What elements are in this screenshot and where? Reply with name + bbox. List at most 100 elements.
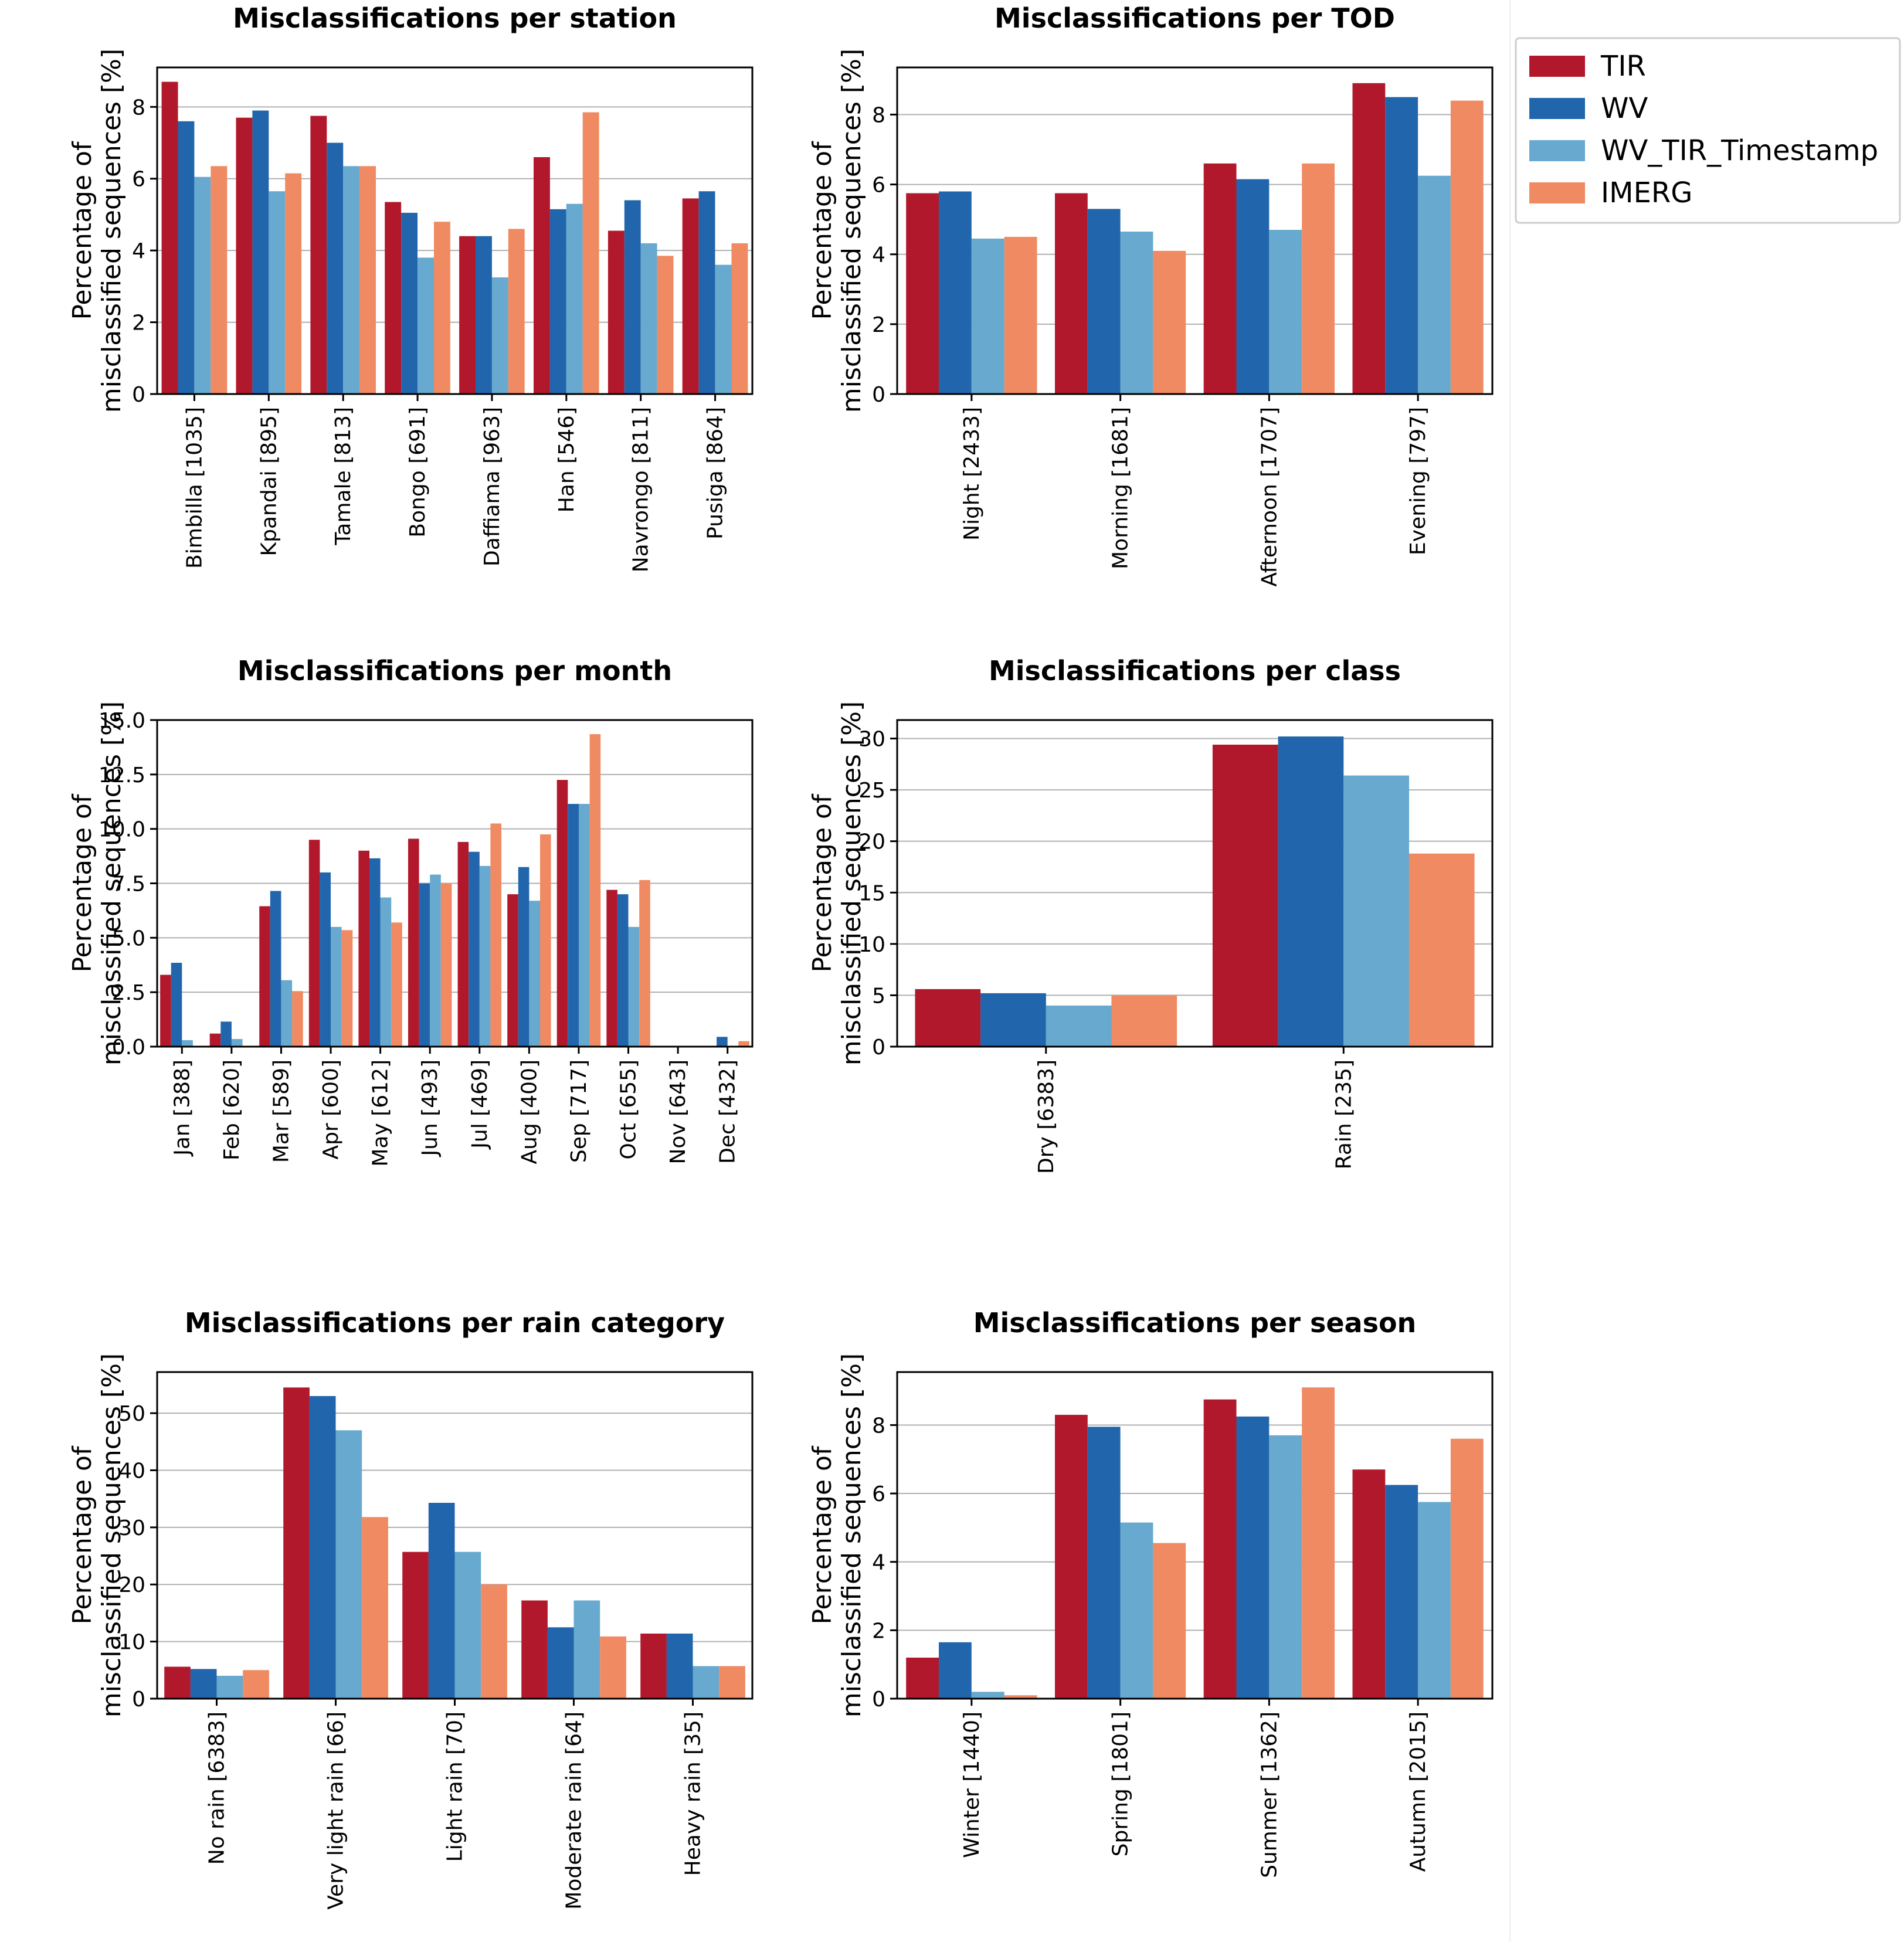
bar-wv-jan xyxy=(171,963,182,1047)
bar-imerg-aug xyxy=(540,834,551,1047)
bar-imerg-pusiga xyxy=(731,243,748,394)
bar-tir-spring xyxy=(1055,1414,1088,1699)
x-tick-label-very-light-rain: Very light rain [66] xyxy=(324,1712,348,1910)
bar-wv-aug xyxy=(518,867,530,1047)
bar-imerg-bongo xyxy=(434,222,450,394)
bar-wv-bongo xyxy=(401,212,418,394)
bar-wv-tir-timestamp-rain xyxy=(1343,775,1409,1047)
chart-title: Misclassifications per station xyxy=(233,2,677,34)
bar-imerg-heavy-rain xyxy=(719,1666,745,1699)
x-tick-label-bimbilla: Bimbilla [1035] xyxy=(182,407,206,569)
y-axis-label: Percentage ofmisclassified sequences [%] xyxy=(67,49,127,413)
bar-wv-tir-timestamp-moderate-rain xyxy=(573,1600,600,1699)
bar-tir-afternoon xyxy=(1203,163,1237,394)
x-tick-label-oct: Oct [655] xyxy=(617,1060,641,1160)
bar-wv-sep xyxy=(568,804,579,1047)
bar-imerg-very-light-rain xyxy=(362,1517,388,1699)
bar-tir-winter xyxy=(906,1658,939,1699)
x-tick-label-spring: Spring [1801] xyxy=(1109,1712,1133,1856)
bar-wv-tir-timestamp-may xyxy=(380,897,392,1047)
legend-swatch-wv-tir-timestamp xyxy=(1529,140,1585,161)
bar-imerg-daffiama xyxy=(508,229,525,394)
bar-wv-mar xyxy=(270,891,281,1047)
bar-tir-light-rain xyxy=(402,1551,429,1699)
y-tick-label: 25 xyxy=(858,779,885,803)
bar-tir-han xyxy=(534,157,550,394)
bar-wv-tir-timestamp-pusiga xyxy=(715,264,732,394)
y-tick-label: 15 xyxy=(858,881,885,905)
x-tick-label-apr: Apr [600] xyxy=(319,1060,343,1160)
bar-imerg-navrongo xyxy=(657,256,674,394)
bar-imerg-jul xyxy=(490,823,501,1047)
y-tick-label: 5 xyxy=(872,984,885,1008)
bar-imerg-winter xyxy=(1004,1695,1037,1699)
bar-wv-night xyxy=(939,191,972,394)
bar-wv-han xyxy=(549,209,566,394)
bar-wv-moderate-rain xyxy=(547,1627,574,1699)
bar-wv-tir-timestamp-jun xyxy=(430,874,441,1047)
bar-wv-apr xyxy=(320,872,331,1047)
bar-wv-tir-timestamp-dry xyxy=(1046,1005,1112,1047)
bar-tir-moderate-rain xyxy=(521,1600,548,1699)
y-tick-label: 6 xyxy=(872,1482,885,1506)
bar-wv-heavy-rain xyxy=(666,1634,693,1699)
y-tick-label: 8 xyxy=(872,103,885,127)
bar-imerg-may xyxy=(391,922,402,1047)
bar-imerg-afternoon xyxy=(1302,163,1335,394)
legend-swatch-tir xyxy=(1529,56,1585,77)
bar-tir-feb xyxy=(209,1033,221,1047)
bar-wv-tir-timestamp-kpandai xyxy=(269,191,286,394)
bar-wv-afternoon xyxy=(1236,179,1270,394)
bar-wv-pusiga xyxy=(698,191,715,394)
bar-imerg-evening xyxy=(1450,100,1484,394)
bar-wv-daffiama xyxy=(476,236,492,394)
plot-frame xyxy=(896,1371,1494,1700)
y-tick-label: 0 xyxy=(132,1688,145,1712)
bar-imerg-han xyxy=(582,112,599,394)
bar-imerg-no-rain xyxy=(243,1670,269,1699)
bar-imerg-jun xyxy=(440,883,452,1047)
bar-tir-jun xyxy=(408,838,419,1047)
x-tick-label-may: May [612] xyxy=(369,1060,393,1167)
bar-tir-dry xyxy=(915,989,981,1047)
y-tick-label: 2 xyxy=(872,313,885,337)
bar-tir-pusiga xyxy=(682,198,699,394)
bar-tir-mar xyxy=(259,906,270,1047)
y-tick-label: 12.5 xyxy=(99,763,145,787)
bar-imerg-apr xyxy=(341,930,353,1047)
y-tick-label: 8 xyxy=(132,96,145,120)
bar-wv-tir-timestamp-light-rain xyxy=(454,1551,481,1699)
bar-wv-tir-timestamp-autumn xyxy=(1418,1502,1451,1699)
x-tick-label-feb: Feb [620] xyxy=(220,1060,244,1160)
bar-tir-tamale xyxy=(310,116,327,394)
bar-imerg-kpandai xyxy=(285,173,302,394)
y-tick-label: 30 xyxy=(858,728,885,752)
y-tick-label: 0 xyxy=(872,1035,885,1060)
x-tick-label-nov: Nov [643] xyxy=(666,1060,690,1164)
y-tick-label: 10 xyxy=(858,933,885,957)
bar-imerg-sep xyxy=(589,734,601,1047)
chart-title: Misclassifications per class xyxy=(989,655,1401,687)
bar-wv-tir-timestamp-han xyxy=(566,203,583,394)
y-tick-label: 0 xyxy=(132,383,145,407)
bar-wv-tir-timestamp-bimbilla xyxy=(194,176,211,394)
x-tick-label-light-rain: Light rain [70] xyxy=(443,1712,467,1862)
bar-imerg-moderate-rain xyxy=(600,1636,626,1699)
x-tick-label-kpandai: Kpandai [895] xyxy=(257,407,281,556)
x-tick-label-daffiama: Daffiama [963] xyxy=(480,407,504,566)
y-tick-label: 2.5 xyxy=(112,981,145,1005)
bar-wv-winter xyxy=(939,1642,972,1699)
y-tick-label: 7.5 xyxy=(112,872,145,897)
x-tick-label-jul: Jul [469] xyxy=(468,1060,492,1150)
y-tick-label: 5.0 xyxy=(112,926,145,950)
x-tick-label-no-rain: No rain [6383] xyxy=(205,1712,229,1865)
bar-imerg-light-rain xyxy=(481,1584,507,1699)
bar-tir-bongo xyxy=(385,202,402,394)
bar-tir-very-light-rain xyxy=(283,1387,310,1699)
bar-imerg-dec xyxy=(738,1041,749,1047)
y-tick-label: 4 xyxy=(872,1551,885,1575)
chart-panel-misclassifications-per-rain-category: 0 10 20 30 40 50 No rain [6383] Very light rain… xyxy=(67,1307,754,1910)
chart-panel-misclassifications-per-month: 0.0 2.5 5.0 7.5 10.0 12.5 15.0 Jan [388] Feb [62… xyxy=(67,655,754,1167)
bar-wv-spring xyxy=(1087,1427,1121,1699)
x-tick-label-aug: Aug [400] xyxy=(517,1060,541,1164)
